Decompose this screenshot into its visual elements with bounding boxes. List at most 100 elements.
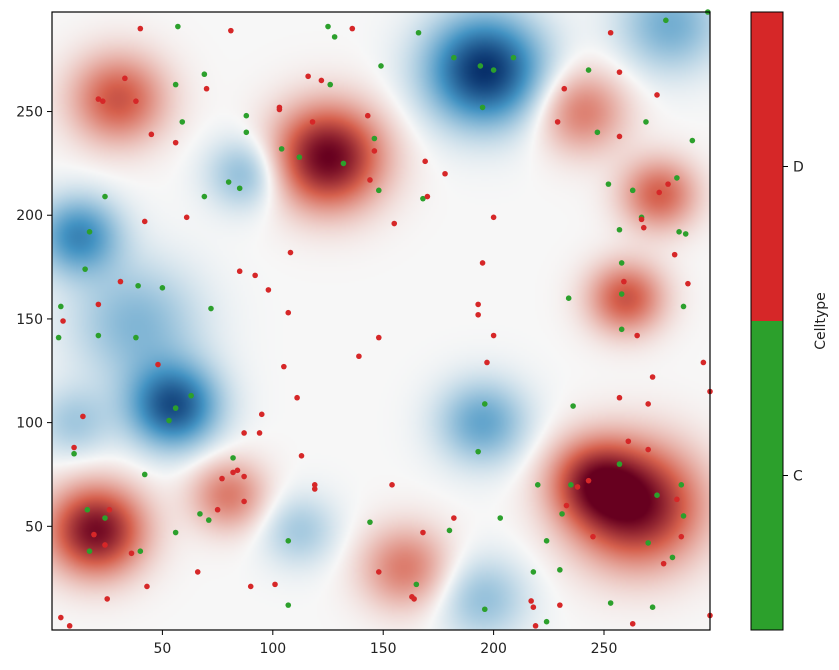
- point-C: [490, 67, 497, 73]
- colorbar-title: Celltype: [813, 292, 829, 349]
- x-tick-label: 150: [370, 641, 397, 657]
- point-C: [645, 540, 651, 546]
- point-D: [272, 581, 278, 588]
- point-C: [676, 229, 682, 235]
- x-tick-label: 200: [480, 641, 507, 657]
- point-D: [640, 224, 647, 231]
- point-D: [656, 189, 663, 196]
- point-D: [66, 623, 73, 629]
- point-C: [616, 461, 623, 467]
- x-tick-label: 250: [591, 641, 618, 657]
- point-D: [665, 181, 671, 187]
- point-D: [236, 268, 243, 275]
- point-C: [510, 54, 517, 61]
- colorbar-segment-C: [751, 321, 783, 630]
- colorbar-segment-D: [751, 12, 783, 321]
- density-field: [52, 12, 710, 630]
- point-D: [137, 25, 144, 32]
- point-D: [585, 477, 592, 484]
- point-D: [247, 583, 254, 590]
- x-tick-label: 50: [153, 641, 171, 657]
- point-D: [172, 139, 179, 146]
- point-C: [133, 334, 139, 341]
- point-D: [183, 214, 190, 221]
- point-D: [532, 623, 539, 629]
- point-D: [58, 614, 64, 621]
- point-C: [172, 405, 179, 411]
- point-C: [570, 403, 576, 409]
- point-C: [451, 54, 457, 61]
- point-C: [663, 17, 669, 24]
- point-C: [475, 448, 481, 455]
- point-D: [117, 278, 124, 285]
- point-C: [166, 417, 172, 424]
- x-tick-label: 100: [259, 641, 286, 657]
- point-C: [605, 181, 612, 187]
- point-D: [590, 533, 596, 540]
- point-C: [565, 295, 572, 301]
- point-C: [137, 548, 144, 554]
- point-D: [285, 309, 292, 316]
- point-D: [671, 251, 678, 258]
- point-D: [256, 430, 263, 436]
- point-D: [420, 529, 426, 536]
- point-D: [364, 112, 371, 119]
- point-D: [104, 596, 111, 602]
- point-C: [172, 529, 179, 536]
- point-D: [60, 318, 66, 324]
- point-D: [629, 620, 636, 627]
- point-C: [446, 527, 453, 534]
- point-C: [674, 175, 680, 181]
- point-D: [203, 85, 210, 92]
- point-D: [660, 560, 667, 567]
- point-C: [71, 450, 77, 457]
- point-D: [228, 27, 234, 34]
- point-D: [554, 119, 561, 125]
- y-axis: 50 100 150 200 250: [16, 105, 52, 535]
- point-D: [654, 92, 660, 98]
- point-C: [559, 511, 565, 517]
- point-D: [241, 473, 247, 480]
- point-C: [689, 137, 696, 144]
- point-D: [305, 73, 311, 80]
- colorbar-tick-label: D: [793, 160, 804, 176]
- point-D: [391, 220, 398, 227]
- point-C: [175, 23, 181, 30]
- point-C: [654, 492, 660, 499]
- point-D: [95, 301, 102, 308]
- point-C: [236, 185, 243, 192]
- point-D: [557, 602, 563, 608]
- point-C: [205, 517, 212, 523]
- point-C: [86, 229, 93, 235]
- point-C: [95, 332, 102, 339]
- point-C: [682, 231, 689, 237]
- point-D: [258, 411, 265, 418]
- point-C: [340, 160, 347, 167]
- point-D: [298, 452, 305, 459]
- point-D: [71, 444, 77, 451]
- point-C: [367, 519, 373, 525]
- point-D: [528, 598, 534, 604]
- point-D: [616, 394, 623, 401]
- point-D: [311, 482, 318, 488]
- point-C: [172, 81, 179, 88]
- plot-frame: [51, 11, 711, 631]
- point-D: [367, 177, 373, 183]
- point-C: [481, 401, 488, 407]
- point-C: [243, 112, 250, 119]
- point-C: [477, 63, 484, 69]
- point-D: [80, 413, 86, 420]
- point-C: [225, 179, 232, 185]
- point-C: [82, 266, 88, 272]
- point-D: [475, 311, 481, 318]
- point-D: [638, 216, 645, 223]
- point-D: [287, 249, 294, 256]
- point-C: [327, 81, 334, 88]
- point-C: [585, 67, 592, 73]
- point-D: [563, 502, 570, 509]
- point-C: [86, 548, 93, 554]
- point-D: [214, 506, 221, 513]
- point-C: [643, 119, 649, 125]
- point-D: [294, 394, 300, 401]
